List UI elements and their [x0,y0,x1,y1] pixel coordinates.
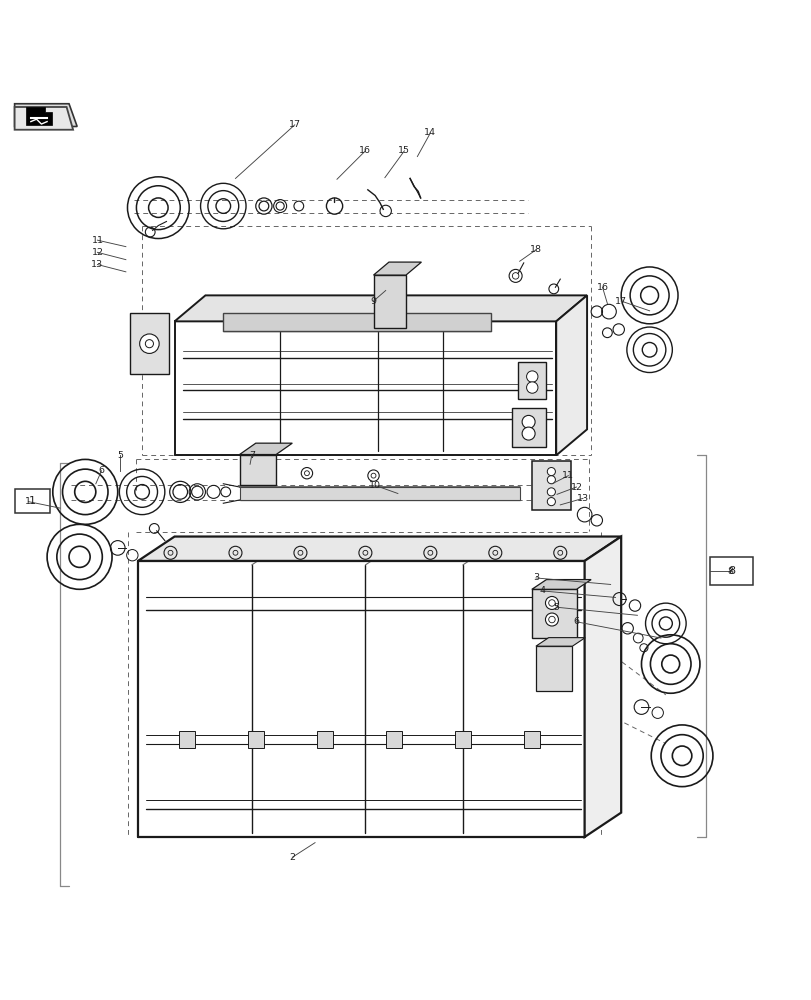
Text: 1: 1 [29,496,36,506]
Text: 16: 16 [596,283,607,292]
Circle shape [139,334,159,353]
Polygon shape [15,104,77,126]
Bar [247,731,264,748]
Circle shape [545,596,558,609]
Text: 9: 9 [370,297,376,306]
Bar [710,557,752,585]
Circle shape [526,371,537,382]
Text: 17: 17 [289,120,300,129]
Polygon shape [239,487,519,500]
Text: 11: 11 [562,471,573,480]
Text: 13: 13 [577,494,588,503]
Text: 6: 6 [98,466,105,475]
Circle shape [547,498,555,506]
Text: 2: 2 [289,853,295,862]
Bar [517,362,546,398]
Polygon shape [239,443,292,455]
Polygon shape [26,107,52,125]
Bar [373,275,406,328]
Circle shape [547,468,555,476]
Text: 14: 14 [424,128,436,137]
Text: ▲: ▲ [37,109,47,122]
Text: 11: 11 [92,236,103,245]
Polygon shape [138,537,620,561]
Circle shape [526,382,537,393]
Polygon shape [373,262,421,275]
Polygon shape [223,313,491,331]
Bar [454,731,470,748]
Bar [130,313,169,374]
Bar [316,731,333,748]
Bar [385,731,401,748]
Text: 17: 17 [615,297,626,306]
Bar [523,731,539,748]
Bar [531,461,570,510]
Text: 15: 15 [398,146,410,155]
Text: 10: 10 [369,481,380,490]
Text: 3: 3 [532,573,539,582]
Text: 12: 12 [570,483,581,492]
Polygon shape [531,580,590,589]
Text: 13: 13 [92,260,103,269]
Polygon shape [15,107,73,130]
Text: 16: 16 [359,146,371,155]
Text: 5: 5 [117,451,123,460]
Text: 7: 7 [248,451,255,460]
Polygon shape [535,638,585,646]
Circle shape [545,613,558,626]
Circle shape [521,415,534,428]
Text: 1: 1 [25,497,32,506]
Circle shape [380,205,391,217]
Text: 6: 6 [573,617,579,626]
Text: 5: 5 [552,603,559,612]
Bar [178,731,195,748]
Circle shape [521,427,534,440]
Bar [15,489,50,513]
Circle shape [547,488,555,496]
Polygon shape [174,295,586,321]
Text: ~: ~ [38,105,46,115]
Bar [535,646,572,691]
Text: 4: 4 [539,586,545,595]
Bar [239,455,276,485]
Text: 8: 8 [727,566,734,576]
Polygon shape [584,537,620,837]
Text: 8: 8 [727,567,733,576]
Text: 12: 12 [92,248,103,257]
Bar [531,589,576,638]
Circle shape [547,476,555,484]
Bar [511,408,545,447]
Text: 18: 18 [530,245,541,254]
Polygon shape [556,295,586,455]
